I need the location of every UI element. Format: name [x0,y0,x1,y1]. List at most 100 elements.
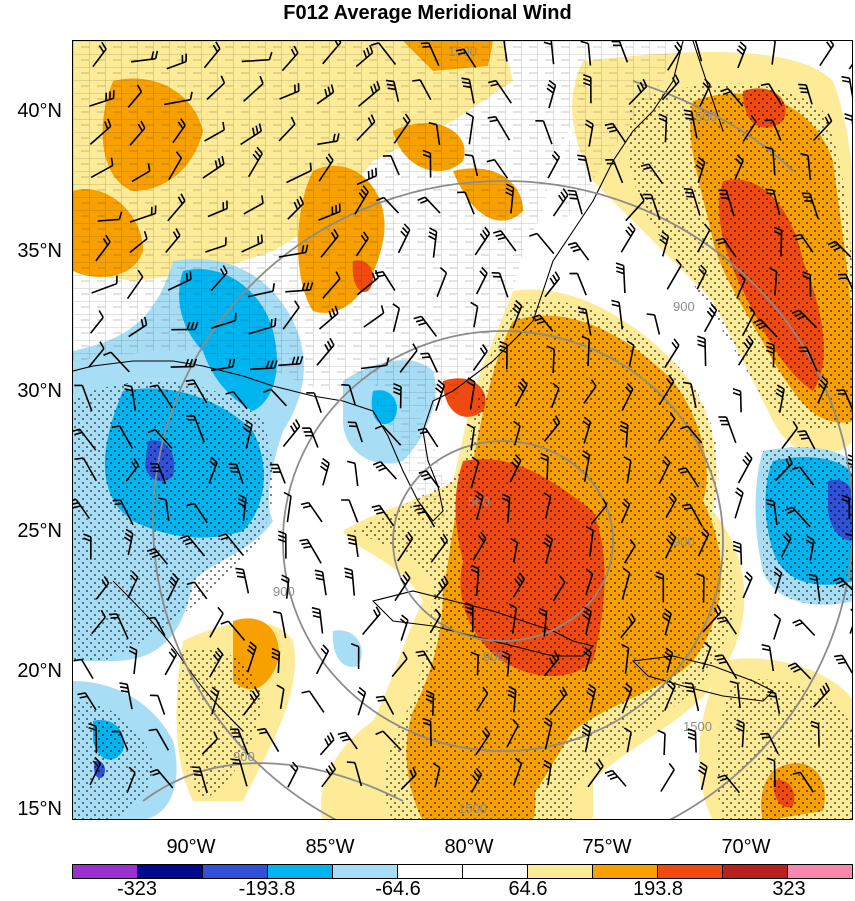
wind-barb [773,613,782,640]
svg-text:900: 900 [273,584,295,599]
wind-barb [399,343,418,373]
wind-barb [798,83,813,105]
wind-barb [285,282,314,293]
wind-barb [768,267,778,296]
wind-barb [422,149,432,178]
wind-barb [583,73,592,104]
svg-text:900: 900 [483,649,505,664]
wind-barb [119,682,133,710]
wind-barb [696,264,707,290]
wind-barb [662,608,672,636]
wind-barb [696,223,711,253]
wind-barb [791,309,818,329]
wind-barb [587,759,604,788]
wind-barb [131,163,151,183]
wind-barb [158,497,170,521]
wind-barb [715,237,737,258]
wind-barb [279,83,300,100]
wind-barb [781,420,799,449]
wind-barb [360,357,390,370]
wind-barb [491,272,509,298]
wind-barb [664,679,676,711]
wind-barb [91,275,118,294]
wind-barb [217,533,244,557]
wind-barb [306,392,322,413]
wind-barb [646,313,661,335]
wind-barb [315,644,330,675]
wind-barb [125,458,140,482]
wind-barb [487,115,511,141]
wind-barb [243,75,264,102]
wind-barb [663,647,674,673]
wind-barb [492,230,517,252]
wind-barb [413,504,436,528]
lat-label-15n: 15°N [17,798,62,820]
wind-barb [393,382,402,409]
wind-barb [513,420,521,446]
wind-barb [208,456,218,484]
wind-barb [780,531,792,558]
wind-barb [278,530,287,559]
wind-barb [237,494,247,521]
wind-barb [433,575,449,600]
wind-barb [535,120,553,145]
wind-barb [127,570,139,599]
wind-barb [111,730,129,751]
wind-barb [802,271,812,297]
wind-barb [355,44,374,68]
wind-barb [766,498,778,526]
colorbar-label: -193.8 [238,878,296,900]
wind-barb [356,167,378,186]
wind-barb [165,228,181,254]
wind-barb [470,564,480,596]
wind-barb [318,305,339,330]
colorbar-swatch [138,865,203,878]
wind-barb [280,574,290,599]
wind-barb [766,341,775,368]
wind-barb [357,686,367,716]
wind-barb [805,535,815,561]
wind-barb [812,682,831,708]
colorbar-label: 193.8 [632,878,684,900]
wind-barb [278,355,304,367]
wind-barb [126,766,136,793]
wind-barb [847,454,852,466]
wind-barb [341,499,359,523]
contour-labels: 1500 1500 900 900 1500 900 900 500 900 1… [233,44,717,816]
wind-barb [73,498,91,520]
wind-barb [760,83,783,107]
wind-barb [585,525,594,557]
wind-barb [800,152,812,181]
svg-text:1500: 1500 [448,44,477,59]
wind-barb [170,358,198,368]
wind-barb [347,421,363,443]
lon-label-90w: 90°W [166,836,216,858]
colorbar [72,864,853,879]
wind-barb [703,303,718,333]
wind-barb [263,388,287,407]
wind-barb [729,680,741,708]
wind-map-canvas: 1500 1500 900 900 1500 900 900 500 900 1… [73,41,852,819]
wind-barb [418,470,440,488]
wind-barb [271,647,281,674]
wind-barb [640,163,664,185]
wind-barb [228,463,244,485]
wind-barb [512,299,523,329]
wind-barb [88,722,98,754]
wind-barb [621,567,631,600]
wind-barb [742,114,757,142]
wind-barb [470,651,479,676]
wind-barb [812,113,833,142]
wind-barb [185,379,208,404]
wind-barb [701,641,712,670]
wind-barb [89,756,102,786]
stipple-overlay [73,83,852,819]
wind-barb [168,151,183,181]
wind-barb [623,456,632,484]
svg-text:900: 900 [673,534,695,549]
wind-barb [83,533,92,560]
wind-barb [167,271,192,291]
wind-barb [619,420,629,448]
wind-barb [465,112,474,145]
colorbar-swatch [723,865,788,878]
